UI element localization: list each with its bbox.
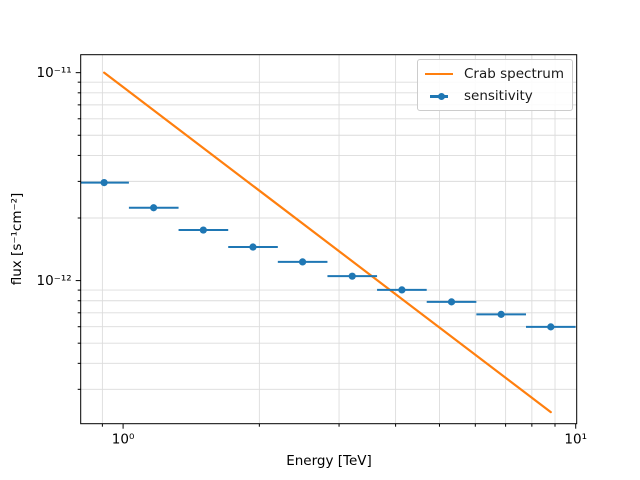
sensitivity-marker xyxy=(348,272,356,280)
legend-entry-crab-spectrum: Crab spectrum xyxy=(425,63,565,85)
legend-label: Crab spectrum xyxy=(464,65,564,82)
marker-sample-icon xyxy=(438,92,445,100)
legend: Crab spectrum sensitivity xyxy=(417,59,573,111)
y-tick-label: 10⁻¹² xyxy=(37,273,72,289)
line-sample-icon xyxy=(425,72,453,76)
sensitivity-marker xyxy=(199,226,207,234)
crab-spectrum-line xyxy=(103,71,552,414)
ticks-layer xyxy=(75,72,577,429)
sensitivity-marker xyxy=(298,258,307,266)
sensitivity-marker xyxy=(497,310,505,318)
x-axis-label: Energy [TeV] xyxy=(286,453,372,469)
legend-line-swatch xyxy=(425,67,455,81)
data-layer xyxy=(80,71,576,414)
sensitivity-marker xyxy=(249,243,257,251)
x-tick-label: 10⁰ xyxy=(112,432,135,448)
legend-errorbar-swatch xyxy=(425,89,455,103)
legend-entry-sensitivity: sensitivity xyxy=(425,85,565,107)
x-tick-label: 10¹ xyxy=(564,432,587,448)
y-axis-label: flux [s⁻¹cm⁻²] xyxy=(9,192,25,286)
sensitivity-marker xyxy=(547,323,555,331)
plot-frame xyxy=(80,54,578,425)
y-tick-label: 10⁻¹¹ xyxy=(37,65,72,81)
sensitivity-marker xyxy=(398,286,406,294)
sensitivity-marker xyxy=(150,204,158,212)
legend-label: sensitivity xyxy=(464,88,533,105)
sensitivity-marker xyxy=(447,298,456,306)
sensitivity-marker xyxy=(100,178,108,187)
